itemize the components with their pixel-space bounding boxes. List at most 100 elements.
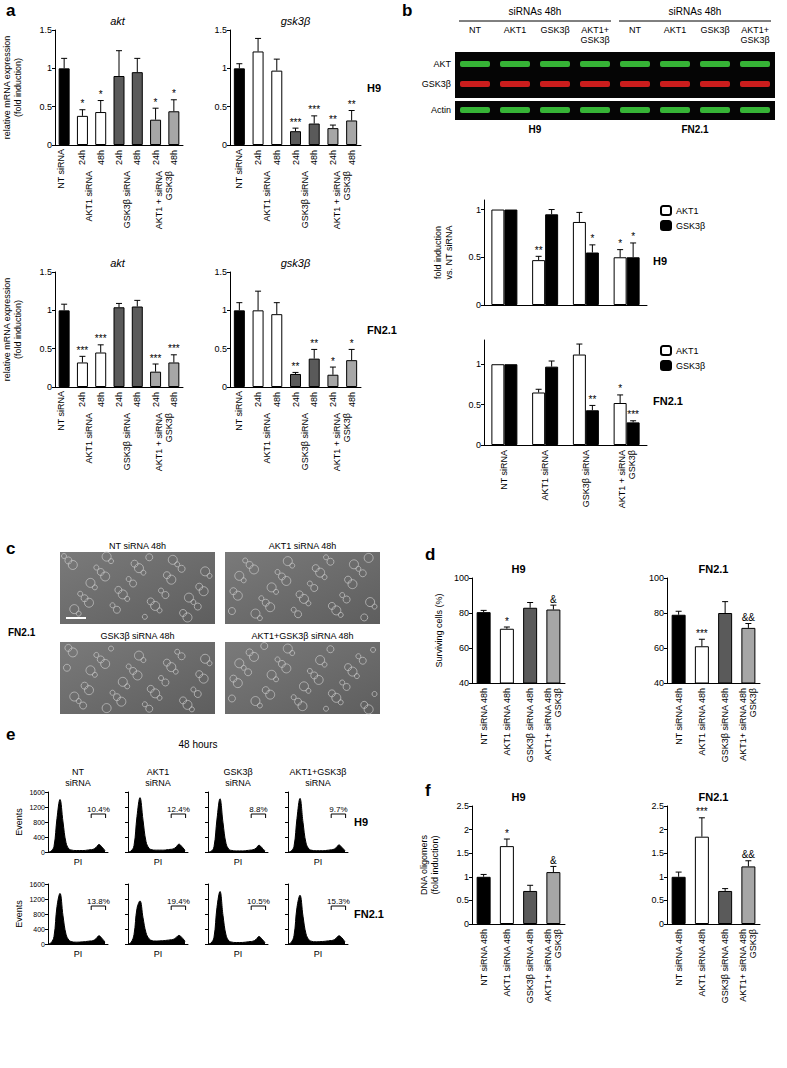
svg-text:GSK3β siRNA: GSK3β siRNA bbox=[300, 171, 310, 228]
svg-text:***: *** bbox=[150, 353, 162, 364]
svg-text:100: 100 bbox=[454, 573, 469, 583]
svg-text:***: *** bbox=[95, 333, 107, 344]
svg-text:GSK3β siRNA 48h: GSK3β siRNA 48h bbox=[525, 929, 535, 1003]
svg-text:48 hours: 48 hours bbox=[179, 739, 218, 750]
svg-text:siRNA: siRNA bbox=[305, 778, 331, 788]
svg-text:AKT1: AKT1 bbox=[147, 767, 170, 777]
svg-text:GSK3β: GSK3β bbox=[740, 35, 769, 45]
svg-text:PI: PI bbox=[74, 949, 83, 959]
svg-text:0.5: 0.5 bbox=[468, 400, 481, 410]
svg-text:GSK3β siRNA 48h: GSK3β siRNA 48h bbox=[525, 688, 535, 762]
svg-text:vs. NT siRNA: vs. NT siRNA bbox=[444, 226, 454, 280]
svg-text:AKT1 siRNA: AKT1 siRNA bbox=[540, 450, 550, 501]
svg-text:GSK3β siRNA 48h: GSK3β siRNA 48h bbox=[720, 929, 730, 1003]
svg-text:1: 1 bbox=[47, 63, 52, 73]
svg-text:AKT1: AKT1 bbox=[676, 206, 699, 216]
svg-text:0: 0 bbox=[659, 919, 664, 929]
svg-text:40: 40 bbox=[459, 678, 469, 688]
svg-text:NT siRNA 48h: NT siRNA 48h bbox=[674, 929, 684, 986]
svg-text:GSK3β: GSK3β bbox=[553, 929, 563, 958]
svg-text:0.5: 0.5 bbox=[456, 895, 469, 905]
svg-text:DNA oligomers: DNA oligomers bbox=[419, 834, 429, 895]
svg-text:PI: PI bbox=[314, 857, 323, 867]
svg-text:H9: H9 bbox=[367, 82, 381, 94]
svg-text:a: a bbox=[6, 1, 16, 20]
svg-text:(fold induction): (fold induction) bbox=[13, 300, 23, 359]
svg-text:siRNAs 48h: siRNAs 48h bbox=[669, 6, 722, 17]
svg-text:relative mRNA expression: relative mRNA expression bbox=[2, 278, 12, 382]
svg-text:100: 100 bbox=[649, 573, 664, 583]
svg-text:48h: 48h bbox=[132, 150, 142, 165]
svg-text:PI: PI bbox=[74, 857, 83, 867]
svg-text:48h: 48h bbox=[96, 392, 106, 407]
svg-text:gsk3β: gsk3β bbox=[281, 15, 311, 27]
svg-text:24h: 24h bbox=[253, 150, 263, 165]
svg-text:**: ** bbox=[310, 338, 318, 349]
svg-text:2: 2 bbox=[464, 825, 469, 835]
svg-text:GSK3β siRNA: GSK3β siRNA bbox=[581, 450, 591, 507]
svg-text:AKT1 + siRNA: AKT1 + siRNA bbox=[332, 171, 342, 229]
svg-text:*: * bbox=[331, 356, 335, 367]
svg-text:GSK3β siRNA 48h: GSK3β siRNA 48h bbox=[100, 631, 174, 641]
svg-text:NT siRNA: NT siRNA bbox=[234, 149, 244, 189]
svg-text:FN2.1: FN2.1 bbox=[699, 791, 729, 803]
svg-text:19.4%: 19.4% bbox=[167, 897, 190, 906]
svg-text:GSK3β: GSK3β bbox=[748, 929, 758, 958]
svg-text:**: ** bbox=[588, 394, 596, 405]
svg-text:H9: H9 bbox=[529, 124, 542, 135]
svg-text:0.5: 0.5 bbox=[468, 252, 481, 262]
svg-text:&: & bbox=[550, 594, 557, 605]
svg-text:GSK3β: GSK3β bbox=[223, 767, 252, 777]
svg-text:GSK3β siRNA 48h: GSK3β siRNA 48h bbox=[720, 688, 730, 762]
svg-text:1.5: 1.5 bbox=[651, 848, 664, 858]
svg-text:60: 60 bbox=[459, 643, 469, 653]
svg-text:GSK3β: GSK3β bbox=[342, 171, 352, 200]
svg-text:1.5: 1.5 bbox=[39, 267, 52, 277]
svg-text:GSK3β: GSK3β bbox=[627, 450, 637, 479]
svg-text:AKT1+GSK3β siRNA 48h: AKT1+GSK3β siRNA 48h bbox=[252, 631, 354, 641]
svg-text:PI: PI bbox=[154, 857, 163, 867]
svg-text:*: * bbox=[80, 98, 84, 109]
svg-text:GSK3β: GSK3β bbox=[164, 171, 174, 200]
svg-text:NT siRNA 48h: NT siRNA 48h bbox=[479, 688, 489, 745]
svg-text:NT siRNA: NT siRNA bbox=[56, 149, 66, 189]
svg-text:gsk3β: gsk3β bbox=[281, 257, 311, 269]
svg-text:FN2.1: FN2.1 bbox=[367, 324, 397, 336]
svg-text:48h: 48h bbox=[169, 392, 179, 407]
svg-text:AKT1 siRNA 48h: AKT1 siRNA 48h bbox=[697, 929, 707, 997]
svg-text:AKT1 + siRNA: AKT1 + siRNA bbox=[617, 450, 627, 508]
svg-text:FN2.1: FN2.1 bbox=[699, 563, 729, 575]
svg-text:***: *** bbox=[696, 628, 708, 639]
svg-text:b: b bbox=[402, 1, 412, 20]
svg-text:*: * bbox=[154, 97, 158, 108]
svg-text:*: * bbox=[618, 383, 622, 394]
svg-text:NT siRNA 48h: NT siRNA 48h bbox=[479, 929, 489, 986]
svg-text:0: 0 bbox=[464, 919, 469, 929]
svg-text:0.5: 0.5 bbox=[39, 344, 52, 354]
svg-text:NT siRNA 48h: NT siRNA 48h bbox=[674, 688, 684, 745]
svg-text:*: * bbox=[99, 89, 103, 100]
svg-text:AKT1 + siRNA: AKT1 + siRNA bbox=[154, 171, 164, 229]
svg-text:48h: 48h bbox=[132, 392, 142, 407]
svg-text:***: *** bbox=[308, 104, 320, 115]
svg-text:24h: 24h bbox=[151, 392, 161, 407]
svg-text:akt: akt bbox=[110, 15, 126, 27]
svg-text:GSK3β siRNA: GSK3β siRNA bbox=[300, 413, 310, 470]
svg-text:0: 0 bbox=[476, 300, 481, 310]
svg-text:c: c bbox=[6, 539, 15, 558]
svg-text:relative mRNA expression: relative mRNA expression bbox=[2, 36, 12, 140]
svg-text:siRNAs 48h: siRNAs 48h bbox=[509, 6, 562, 17]
svg-text:FN2.1: FN2.1 bbox=[653, 395, 683, 407]
svg-text:1200: 1200 bbox=[29, 804, 45, 811]
svg-text:H9: H9 bbox=[354, 816, 368, 828]
svg-text:48h: 48h bbox=[272, 150, 282, 165]
svg-text:NT: NT bbox=[469, 25, 481, 35]
svg-text:2.5: 2.5 bbox=[651, 801, 664, 811]
svg-text:PI: PI bbox=[234, 857, 243, 867]
svg-text:NT: NT bbox=[629, 25, 641, 35]
svg-text:**: ** bbox=[292, 361, 300, 372]
svg-text:AKT1 siRNA 48h: AKT1 siRNA 48h bbox=[502, 929, 512, 997]
svg-text:NT siRNA: NT siRNA bbox=[56, 391, 66, 431]
svg-text:2: 2 bbox=[659, 825, 664, 835]
svg-text:PI: PI bbox=[234, 949, 243, 959]
